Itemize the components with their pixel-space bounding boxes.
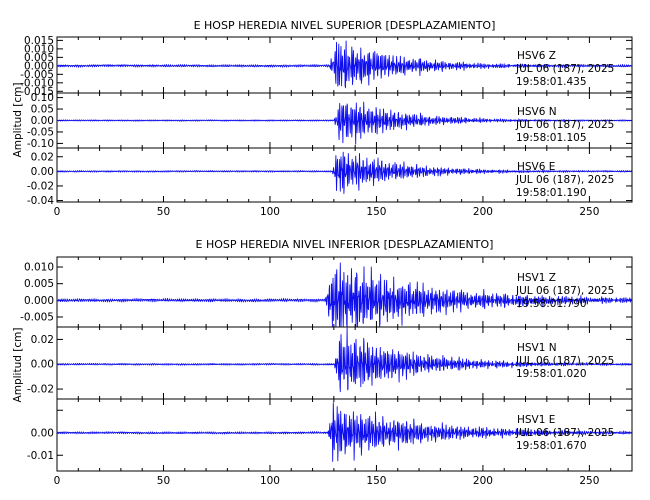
x-tick-label: 150 — [366, 206, 386, 218]
time-label: 19:58:01.435 — [516, 76, 587, 88]
station-label: HSV6 E — [517, 161, 555, 173]
station-label: HSV6 N — [517, 106, 557, 118]
station-label: HSV6 Z — [517, 50, 556, 62]
x-tick-label: 200 — [473, 475, 493, 487]
chart-title: E HOSP HEREDIA NIVEL SUPERIOR [DESPLAZAM… — [194, 19, 496, 32]
y-tick-label: -0.10 — [27, 138, 54, 150]
x-tick-label: 250 — [579, 475, 599, 487]
y-tick-label: 0.005 — [24, 52, 54, 64]
time-label: 19:58:01.790 — [516, 298, 587, 310]
date-label: JUL 06 (187), 2025 — [515, 174, 614, 186]
y-tick-label: 0.10 — [31, 92, 54, 104]
seismogram-trace — [56, 262, 633, 328]
y-tick-label: 0.010 — [24, 43, 54, 55]
y-tick-label: 0.00 — [31, 427, 54, 439]
x-tick-label: 0 — [54, 475, 61, 487]
y-tick-label: -0.015 — [20, 86, 54, 98]
station-label: HSV1 E — [517, 414, 555, 426]
x-tick-label: 50 — [157, 475, 170, 487]
station-label: HSV1 N — [517, 342, 557, 354]
chart-title: E HOSP HEREDIA NIVEL INFERIOR [DESPLAZAM… — [196, 238, 494, 251]
y-tick-label: -0.04 — [27, 195, 54, 207]
y-tick-label: 0.000 — [24, 60, 54, 72]
station-label: HSV1 Z — [517, 272, 556, 284]
y-tick-label: 0.000 — [24, 295, 54, 307]
date-label: JUL 06 (187), 2025 — [515, 63, 614, 75]
date-label: JUL 06 (187), 2025 — [515, 119, 614, 131]
y-tick-label: 0.02 — [31, 151, 54, 163]
time-label: 19:58:01.670 — [516, 440, 587, 452]
x-tick-label: 0 — [54, 206, 61, 218]
date-label: JUL 06 (187), 2025 — [515, 355, 614, 367]
panel-frame — [56, 147, 633, 203]
y-tick-label: 0.00 — [31, 115, 54, 127]
x-tick-label: 100 — [260, 206, 280, 218]
y-tick-label: 0.02 — [31, 334, 54, 346]
panel-frame — [56, 398, 633, 472]
seismogram-trace — [56, 327, 632, 393]
y-tick-label: 0.010 — [24, 262, 54, 274]
time-label: 19:58:01.020 — [516, 368, 587, 380]
y-tick-label: -0.02 — [27, 180, 54, 192]
x-tick-label: 100 — [260, 475, 280, 487]
x-tick-label: 50 — [157, 206, 170, 218]
x-tick-label: 250 — [579, 206, 599, 218]
date-label: JUL 06 (187), 2025 — [515, 427, 614, 439]
y-axis-label: Amplitud [cm] — [12, 83, 24, 158]
y-tick-label: 0.00 — [31, 166, 54, 178]
y-tick-label: 0.00 — [31, 359, 54, 371]
y-tick-label: 0.015 — [24, 35, 54, 47]
time-label: 19:58:01.105 — [516, 132, 587, 144]
x-tick-label: 200 — [473, 206, 493, 218]
y-axis-label: Amplitud [cm] — [12, 328, 24, 403]
y-tick-label: 0.005 — [24, 278, 54, 290]
y-tick-label: -0.01 — [27, 450, 54, 462]
y-tick-label: -0.005 — [20, 312, 54, 324]
date-label: JUL 06 (187), 2025 — [515, 285, 614, 297]
seismogram-trace — [56, 40, 633, 89]
y-tick-label: -0.005 — [20, 69, 54, 81]
y-tick-label: -0.02 — [27, 384, 54, 396]
y-tick-label: 0.05 — [31, 104, 54, 116]
x-tick-label: 150 — [366, 475, 386, 487]
y-tick-label: -0.010 — [20, 77, 54, 89]
seismogram-trace — [56, 402, 633, 462]
y-tick-label: -0.05 — [27, 126, 54, 138]
seismogram-trace — [56, 101, 632, 145]
seismogram-trace — [56, 151, 633, 194]
time-label: 19:58:01.190 — [516, 187, 587, 199]
